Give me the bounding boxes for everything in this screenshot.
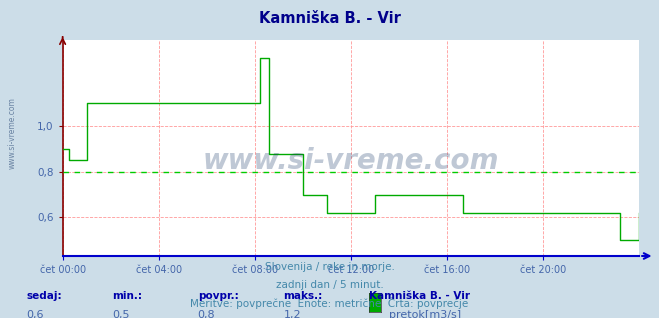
Text: 0,5: 0,5 — [112, 310, 130, 318]
Text: 0,8: 0,8 — [198, 310, 215, 318]
Text: povpr.:: povpr.: — [198, 291, 239, 301]
Text: Meritve: povprečne  Enote: metrične  Črta: povprečje: Meritve: povprečne Enote: metrične Črta:… — [190, 297, 469, 309]
Text: 0,6: 0,6 — [26, 310, 44, 318]
Text: sedaj:: sedaj: — [26, 291, 62, 301]
Text: maks.:: maks.: — [283, 291, 323, 301]
Text: min.:: min.: — [112, 291, 142, 301]
Text: Slovenija / reke in morje.: Slovenija / reke in morje. — [264, 262, 395, 272]
Text: www.si-vreme.com: www.si-vreme.com — [203, 147, 499, 175]
Text: pretok[m3/s]: pretok[m3/s] — [389, 310, 461, 318]
Text: www.si-vreme.com: www.si-vreme.com — [8, 98, 17, 169]
Text: Kamniška B. - Vir: Kamniška B. - Vir — [369, 291, 470, 301]
Text: Kamniška B. - Vir: Kamniška B. - Vir — [258, 11, 401, 26]
Text: zadnji dan / 5 minut.: zadnji dan / 5 minut. — [275, 280, 384, 290]
Text: 1,2: 1,2 — [283, 310, 301, 318]
